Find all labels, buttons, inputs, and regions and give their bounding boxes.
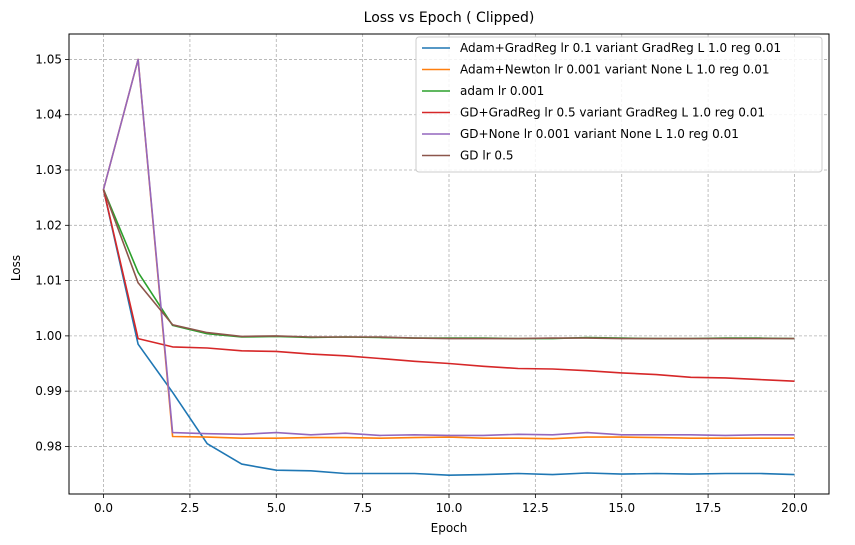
y-tick-label: 1.02 [35, 218, 62, 232]
series-lines [102, 58, 795, 477]
y-tick-label: 1.00 [35, 329, 62, 343]
x-tick-label: 7.5 [353, 501, 372, 515]
y-tick-label: 1.05 [35, 52, 62, 66]
axis-ticks: 0.0 2.5 5.0 7.5 10.0 12.5 15.0 17.5 20.0 0.98 0.99… [35, 52, 808, 515]
legend-label: Adam+Newton lr 0.001 variant None L 1.0 … [460, 63, 770, 77]
legend-label: Adam+GradReg lr 0.1 variant GradReg L 1.… [460, 41, 781, 55]
legend-label: GD lr 0.5 [460, 149, 514, 163]
x-tick-label: 20.0 [781, 501, 808, 515]
y-tick-label: 1.01 [35, 274, 62, 288]
series-line-2 [102, 58, 795, 440]
y-tick-label: 1.03 [35, 163, 62, 177]
legend-label: GD+None lr 0.001 variant None L 1.0 reg … [460, 127, 739, 141]
y-tick-label: 0.99 [35, 384, 62, 398]
x-tick-label: 2.5 [180, 501, 199, 515]
y-tick-label: 1.04 [35, 108, 62, 122]
y-tick-label: 0.98 [35, 439, 62, 453]
x-tick-label: 17.5 [695, 501, 722, 515]
legend: Adam+GradReg lr 0.1 variant GradReg L 1.… [415, 36, 823, 173]
chart-title: Loss vs Epoch ( Clipped) [364, 10, 535, 26]
series-line-6 [102, 189, 795, 340]
x-axis-label: Epoch [431, 521, 468, 535]
legend-label: adam lr 0.001 [460, 84, 544, 98]
x-tick-label: 5.0 [267, 501, 286, 515]
y-axis-label: Loss [9, 255, 23, 281]
legend-box [415, 36, 823, 173]
series-line-1 [102, 189, 795, 477]
x-tick-label: 15.0 [608, 501, 635, 515]
legend-label: GD+GradReg lr 0.5 variant GradReg L 1.0 … [460, 106, 765, 120]
series-line-5 [102, 58, 795, 437]
x-tick-label: 12.5 [522, 501, 549, 515]
x-tick-label: 10.0 [436, 501, 463, 515]
series-line-4 [102, 189, 795, 382]
x-tick-label: 0.0 [94, 501, 113, 515]
